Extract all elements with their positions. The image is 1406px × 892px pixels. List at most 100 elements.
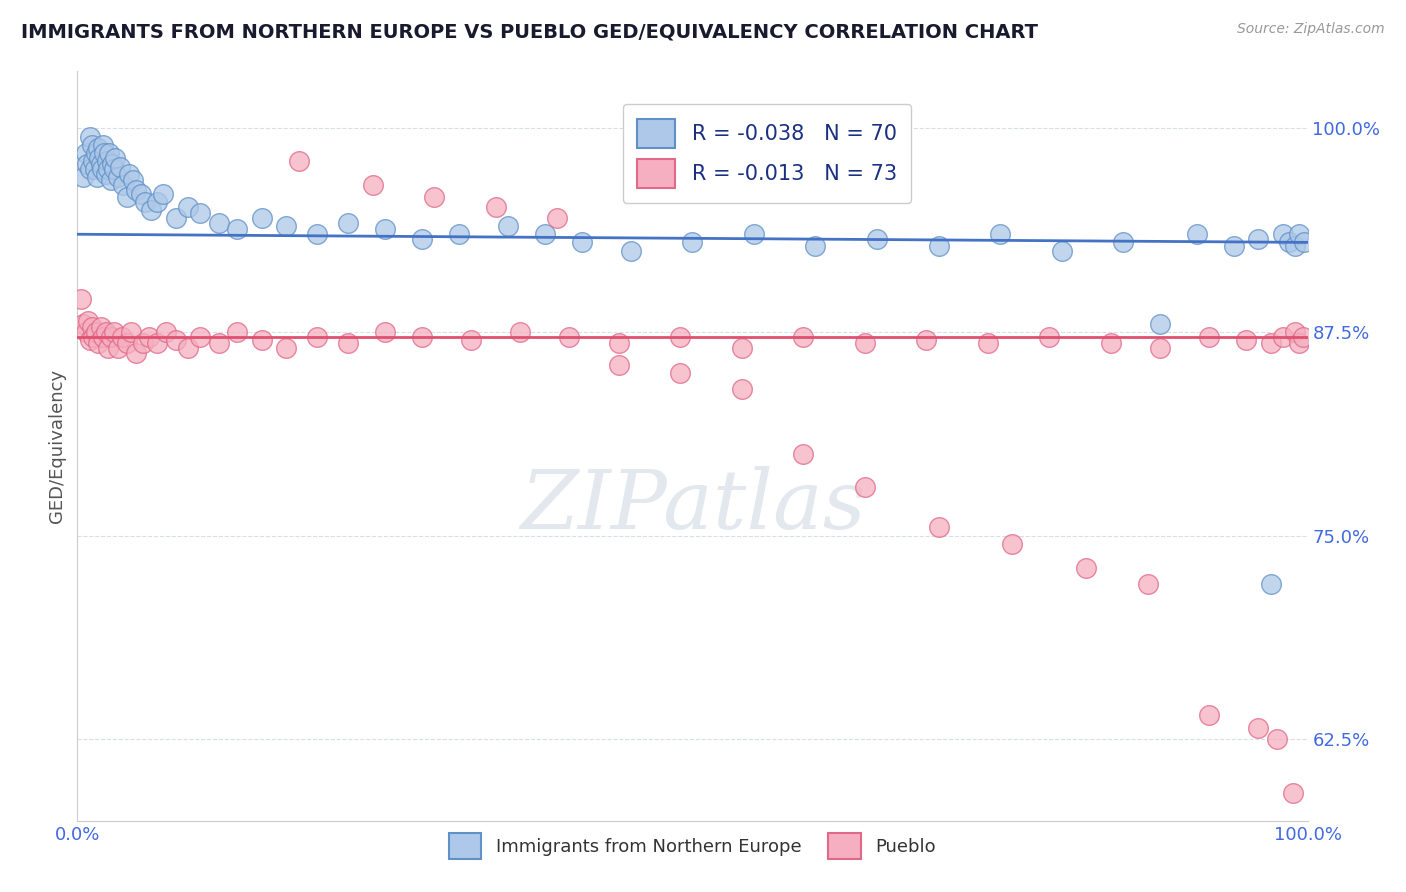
Point [91,137,114,152]
Point [853,336,876,351]
Point [177,200,200,214]
Point [307,227,329,242]
Point [411,330,433,344]
Point [84,145,107,160]
Point [177,341,200,355]
Point [866,232,889,246]
Point [1223,238,1246,252]
Point [79,129,101,144]
Point [1038,330,1060,344]
Point [447,227,470,242]
Point [90,320,112,334]
Point [82,330,104,344]
Point [84,325,107,339]
Point [125,183,148,197]
Point [374,222,396,236]
Point [107,341,129,355]
Point [915,333,938,347]
Point [111,330,132,344]
Point [75,325,97,339]
Point [1001,537,1024,551]
Point [1284,325,1306,339]
Point [72,317,94,331]
Point [620,244,643,258]
Point [121,325,143,339]
Point [125,346,148,360]
Point [103,162,125,177]
Point [276,219,298,233]
Point [288,153,311,168]
Point [146,336,169,351]
Point [90,157,112,171]
Point [1292,330,1315,344]
Point [1272,227,1295,242]
Point [460,333,482,347]
Point [276,341,298,355]
Point [76,157,98,171]
Point [1149,341,1171,355]
Point [337,216,360,230]
Point [1198,707,1220,722]
Point [1149,317,1171,331]
Point [79,162,101,177]
Point [558,330,581,344]
Point [82,137,104,152]
Point [100,173,122,187]
Point [496,219,519,233]
Point [731,341,754,355]
Point [1247,721,1270,735]
Point [374,325,396,339]
Text: IMMIGRANTS FROM NORTHERN EUROPE VS PUEBLO GED/EQUIVALENCY CORRELATION CHART: IMMIGRANTS FROM NORTHERN EUROPE VS PUEBL… [21,22,1038,41]
Point [1099,336,1122,351]
Point [1288,227,1310,242]
Text: ZIPatlas: ZIPatlas [520,466,865,546]
Point [129,186,153,201]
Point [226,222,249,236]
Point [115,336,138,351]
Point [669,330,692,344]
Point [165,333,187,347]
Point [165,211,187,225]
Point [82,153,104,168]
Point [682,235,704,250]
Point [111,178,134,193]
Point [75,145,97,160]
Point [155,325,177,339]
Point [792,447,814,461]
Point [90,162,114,177]
Point [115,190,138,204]
Point [1292,235,1315,250]
Point [104,151,127,165]
Point [792,330,814,344]
Point [804,238,827,252]
Point [91,330,114,344]
Point [669,366,692,380]
Point [1278,235,1301,250]
Point [89,151,111,165]
Point [188,206,212,220]
Point [141,202,163,217]
Point [534,227,557,242]
Point [87,336,110,351]
Point [208,216,231,230]
Point [72,170,94,185]
Point [103,325,125,339]
Point [138,330,160,344]
Point [928,520,950,534]
Point [97,162,120,177]
Point [1260,336,1282,351]
Point [1112,235,1135,250]
Point [94,167,117,181]
Point [1260,577,1282,591]
Point [98,145,121,160]
Point [607,358,630,372]
Point [107,170,129,185]
Point [79,333,101,347]
Point [97,341,120,355]
Point [571,235,593,250]
Point [77,313,100,327]
Point [1284,238,1306,252]
Point [118,167,141,181]
Point [1185,227,1208,242]
Point [70,293,93,307]
